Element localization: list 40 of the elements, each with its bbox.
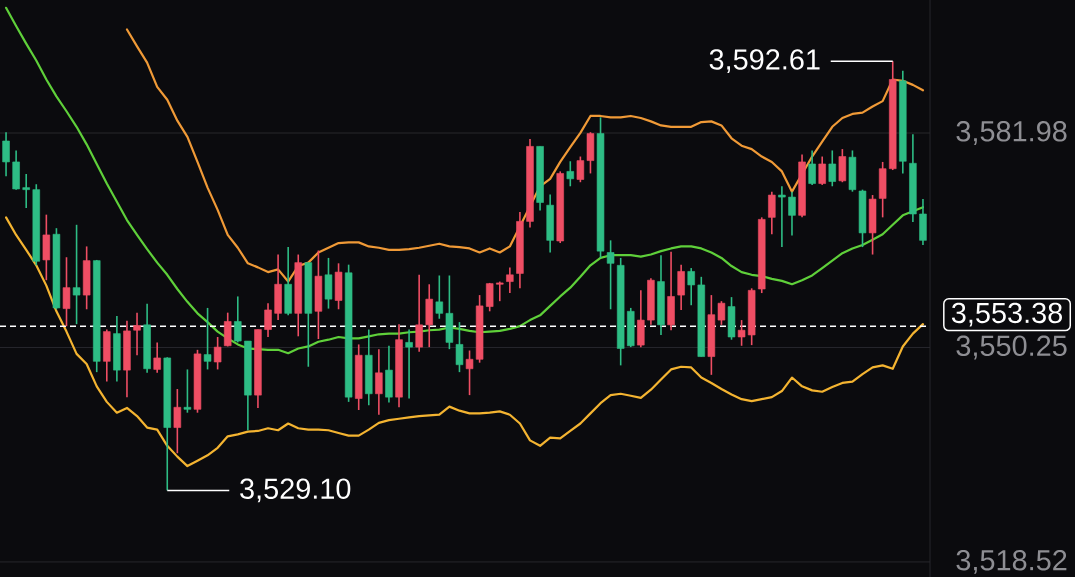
y-tick-label: 3,518.52 bbox=[956, 549, 1067, 574]
candlestick bbox=[435, 274, 444, 320]
candlestick bbox=[173, 388, 182, 455]
annotation: 3,592.61 bbox=[709, 49, 820, 74]
candlestick bbox=[606, 239, 615, 311]
candlestick bbox=[375, 348, 383, 416]
candlestick bbox=[687, 267, 695, 307]
candlestick bbox=[576, 155, 585, 184]
y-tick-label: 3,550.25 bbox=[956, 335, 1067, 360]
candlestick bbox=[455, 321, 464, 373]
candlestick bbox=[818, 155, 826, 186]
candlestick bbox=[828, 149, 837, 188]
candlestick bbox=[203, 307, 212, 371]
candlestick bbox=[264, 302, 272, 338]
annotation: 3,529.10 bbox=[240, 478, 351, 503]
y-tick-label: 3,581.98 bbox=[956, 121, 1067, 145]
candlestick bbox=[415, 274, 423, 353]
candlestick bbox=[183, 368, 192, 414]
candlestick bbox=[737, 319, 746, 347]
candlestick bbox=[808, 149, 816, 186]
candlestick bbox=[22, 173, 30, 209]
candlestick bbox=[405, 328, 413, 400]
candlestick bbox=[566, 160, 575, 188]
candlestick bbox=[768, 190, 776, 236]
candlestick bbox=[506, 266, 514, 294]
candlestick bbox=[465, 349, 474, 396]
candlestick bbox=[213, 336, 222, 371]
candlestick bbox=[778, 185, 786, 248]
candlestick bbox=[485, 282, 494, 313]
candlestick bbox=[717, 300, 726, 326]
candlestick bbox=[133, 311, 141, 357]
candlestick bbox=[2, 131, 10, 177]
candlestick bbox=[153, 341, 161, 374]
candlestick bbox=[677, 263, 685, 311]
candlestick bbox=[62, 256, 71, 327]
candlestick bbox=[234, 295, 242, 344]
candlestick bbox=[72, 223, 81, 325]
line-series bbox=[4, 216, 925, 468]
candlestick bbox=[788, 190, 796, 237]
ref-line-label: 3,553.38 bbox=[951, 302, 1062, 327]
